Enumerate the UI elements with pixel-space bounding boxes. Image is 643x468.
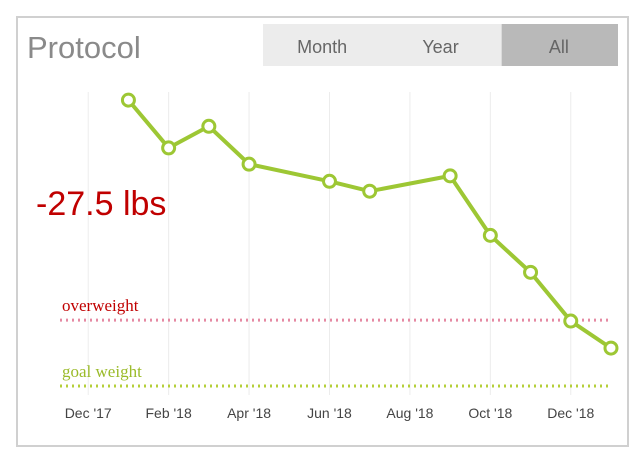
- x-tick-label: Jun '18: [307, 405, 352, 421]
- x-tick-label: Aug '18: [386, 405, 433, 421]
- point: [523, 264, 539, 280]
- point: [161, 140, 177, 156]
- active-tab[interactable]: [501, 24, 618, 66]
- tab-label[interactable]: All: [549, 37, 569, 57]
- card: [16, 16, 629, 447]
- point: [362, 183, 378, 199]
- plot: Dec '17 Feb '18 Apr '18 Jun '18 Aug '18 Oct '…: [36, 92, 619, 421]
- x-tick-label: Apr '18: [227, 405, 271, 421]
- tabs: Month Year All: [297, 24, 618, 66]
- annotation: -27.5 lbs: [36, 185, 166, 223]
- point: [442, 168, 458, 184]
- point: [241, 156, 257, 172]
- x-tick-label: Dec '17: [65, 405, 112, 421]
- point: [563, 313, 579, 329]
- reference-label: overweight: [62, 296, 139, 315]
- point: [321, 173, 337, 189]
- widget-title: Protocol: [27, 30, 141, 65]
- reference-label: goal weight: [62, 362, 142, 381]
- x-tick-label: Dec '18: [547, 405, 594, 421]
- tab-label[interactable]: Month: [297, 37, 347, 57]
- point: [603, 340, 619, 356]
- point: [120, 92, 136, 108]
- x-tick-label: Feb '18: [146, 405, 192, 421]
- tab-label[interactable]: Year: [422, 37, 458, 57]
- point: [482, 227, 498, 243]
- x-tick-label: Oct '18: [468, 405, 512, 421]
- point: [201, 118, 217, 134]
